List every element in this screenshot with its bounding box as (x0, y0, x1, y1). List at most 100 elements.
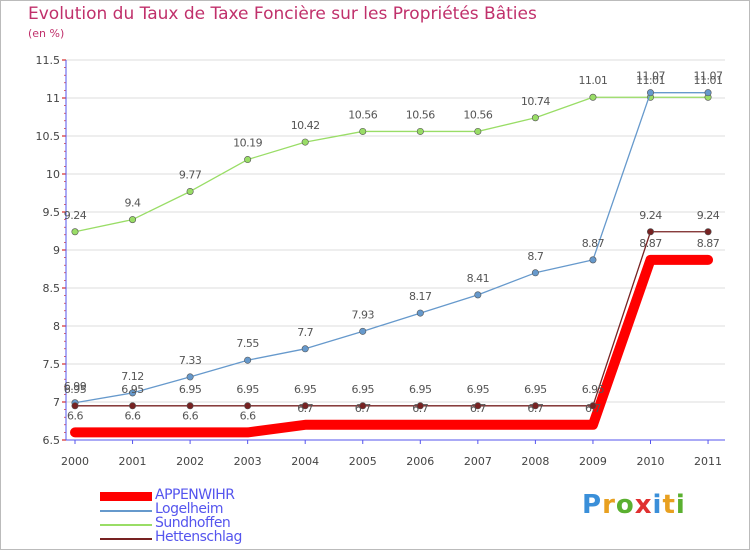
data-label-hettenschlag: 6.95 (236, 383, 259, 396)
legend-swatch-sundhoffen (100, 524, 152, 526)
data-point-logelheim (531, 269, 539, 277)
y-tick-label: 8.5 (43, 282, 61, 295)
x-tick-label: 2004 (291, 455, 319, 468)
y-tick-label: 11.5 (36, 54, 61, 67)
logo-letter: i (652, 490, 663, 520)
data-point-hettenschlag (646, 228, 654, 236)
data-label-appenwihr: 6.7 (412, 402, 428, 415)
proxiti-logo: Proxiti (582, 490, 686, 520)
data-label-appenwihr: 6.7 (527, 402, 543, 415)
data-label-appenwihr: 6.7 (297, 402, 313, 415)
logo-letter: P (582, 490, 603, 520)
data-label-hettenschlag: 6.95 (352, 383, 375, 396)
x-tick-label: 2008 (521, 455, 549, 468)
x-tick-label: 2009 (579, 455, 607, 468)
data-label-appenwihr: 6.6 (125, 409, 141, 422)
data-point-logelheim (359, 327, 367, 335)
x-tick-label: 2006 (406, 455, 434, 468)
data-label-hettenschlag: 6.95 (121, 383, 144, 396)
data-point-logelheim (186, 373, 194, 381)
x-tick-label: 2002 (176, 455, 204, 468)
data-point-hettenschlag (474, 402, 482, 410)
data-label-appenwihr: 6.7 (470, 402, 486, 415)
legend-label-appenwihr: APPENWIHR (155, 487, 235, 503)
data-label-sundhoffen: 10.56 (463, 108, 492, 121)
data-point-hettenschlag (359, 402, 367, 410)
data-point-hettenschlag (71, 402, 79, 410)
legend-item-sundhoffen: Sundhoffen (100, 515, 300, 532)
data-point-sundhoffen (531, 114, 539, 122)
data-label-hettenschlag: 6.95 (409, 383, 432, 396)
data-point-logelheim (589, 256, 597, 264)
data-label-logelheim: 11.07 (694, 70, 723, 83)
data-label-sundhoffen: 10.56 (348, 108, 377, 121)
logo-letter: r (602, 490, 616, 520)
data-label-appenwihr: 8.87 (639, 237, 662, 250)
y-tick-label: 8 (53, 320, 60, 333)
x-tick-label: 2007 (464, 455, 492, 468)
data-label-logelheim: 6.99 (64, 380, 87, 393)
data-point-logelheim (704, 89, 712, 97)
data-label-sundhoffen: 11.01 (636, 74, 665, 87)
data-point-sundhoffen (359, 127, 367, 135)
logo-letter: t (662, 490, 676, 520)
data-label-logelheim: 7.7 (297, 326, 313, 339)
legend-item-logelheim: Logelheim (100, 501, 300, 518)
chart-unit: (en %) (28, 27, 65, 40)
series-line-logelheim (74, 92, 709, 404)
x-tick-label: 2005 (349, 455, 377, 468)
data-label-hettenschlag: 6.95 (64, 383, 87, 396)
data-label-appenwihr: 8.87 (697, 237, 720, 250)
x-tick-label: 2000 (61, 455, 89, 468)
series-line-hettenschlag (74, 231, 709, 407)
data-label-logelheim: 8.17 (409, 290, 432, 303)
data-point-hettenschlag (704, 228, 712, 236)
data-label-sundhoffen: 9.77 (179, 168, 202, 181)
data-point-hettenschlag (186, 402, 194, 410)
data-point-hettenschlag (589, 402, 597, 410)
data-point-sundhoffen (244, 156, 252, 164)
data-label-hettenschlag: 6.95 (582, 383, 605, 396)
y-tick-label: 7 (53, 396, 60, 409)
data-label-hettenschlag: 6.95 (294, 383, 317, 396)
data-point-hettenschlag (531, 402, 539, 410)
data-point-sundhoffen (589, 93, 597, 101)
data-label-appenwihr: 6.7 (355, 402, 371, 415)
data-label-sundhoffen: 11.01 (694, 74, 723, 87)
data-label-sundhoffen: 9.24 (64, 209, 87, 222)
data-point-sundhoffen (129, 216, 137, 224)
data-label-sundhoffen: 11.01 (578, 74, 607, 87)
data-label-sundhoffen: 9.4 (125, 197, 141, 210)
series-line-appenwihr (70, 254, 714, 438)
x-tick-label: 2003 (234, 455, 262, 468)
data-label-logelheim: 11.07 (636, 70, 665, 83)
data-label-logelheim: 7.93 (352, 308, 375, 321)
chart-title: Evolution du Taux de Taxe Foncière sur l… (28, 4, 537, 24)
data-label-sundhoffen: 10.56 (406, 108, 435, 121)
data-point-logelheim (416, 309, 424, 317)
data-point-logelheim (301, 345, 309, 353)
data-label-appenwihr: 6.6 (67, 409, 83, 422)
data-label-hettenschlag: 9.24 (639, 209, 662, 222)
data-label-sundhoffen: 10.19 (233, 137, 262, 150)
data-label-sundhoffen: 10.74 (521, 95, 550, 108)
data-label-logelheim: 7.55 (236, 337, 259, 350)
data-label-hettenschlag: 6.95 (467, 383, 490, 396)
data-point-hettenschlag (129, 402, 137, 410)
legend-label-logelheim: Logelheim (155, 501, 224, 517)
legend-label-sundhoffen: Sundhoffen (155, 515, 231, 531)
y-tick-label: 9.5 (43, 206, 61, 219)
legend-swatch-logelheim (100, 510, 152, 512)
data-label-logelheim: 7.33 (179, 354, 202, 367)
data-label-logelheim: 8.7 (527, 250, 543, 263)
legend-item-hettenschlag: Hettenschlag (100, 529, 300, 546)
x-tick-label: 2010 (637, 455, 665, 468)
data-point-logelheim (129, 389, 137, 397)
data-point-hettenschlag (416, 402, 424, 410)
logo-letter: i (675, 490, 686, 520)
data-point-logelheim (646, 89, 654, 97)
data-point-logelheim (244, 356, 252, 364)
y-tick-label: 9 (53, 244, 60, 257)
x-tick-label: 2011 (694, 455, 722, 468)
